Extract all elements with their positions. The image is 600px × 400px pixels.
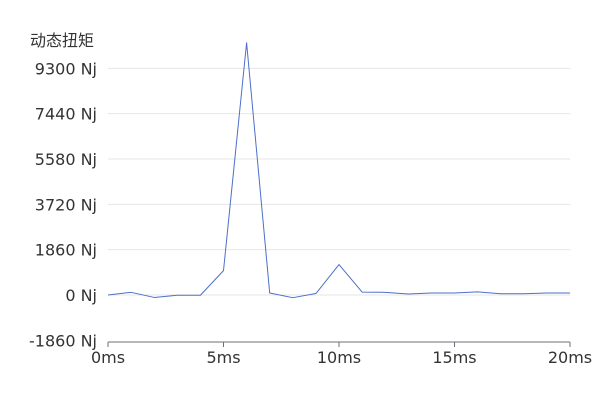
x-tick-label: 10ms: [317, 348, 361, 367]
y-axis-title: 动态扭矩: [30, 31, 94, 50]
y-tick-label: 3720 Nj: [35, 195, 97, 214]
y-tick-label: -1860 Nj: [29, 331, 97, 350]
y-tick-label: 7440 Nj: [35, 105, 97, 124]
series-group: [107, 42, 570, 299]
grid-lines: [108, 67, 570, 251]
x-tick-marks: [107, 342, 571, 347]
x-tick-label: 0ms: [91, 348, 125, 367]
x-tick-label: 15ms: [432, 348, 476, 367]
y-tick-labels: -1860 Nj 0 Nj 1860 Nj 3720 Nj 5580 Nj 7440 Nj…: [29, 59, 97, 350]
y-tick-label: 9300 Nj: [35, 59, 97, 78]
axes: [108, 294, 570, 343]
y-tick-label: 1860 Nj: [35, 241, 97, 260]
y-tick-label: 0 Nj: [65, 286, 97, 305]
x-tick-label: 20ms: [548, 348, 592, 367]
x-tick-labels: 0ms 5ms 10ms 15ms 20ms: [91, 348, 592, 367]
y-tick-label: 5580 Nj: [35, 150, 97, 169]
x-tick-label: 5ms: [206, 348, 240, 367]
series-line: [107, 42, 570, 299]
